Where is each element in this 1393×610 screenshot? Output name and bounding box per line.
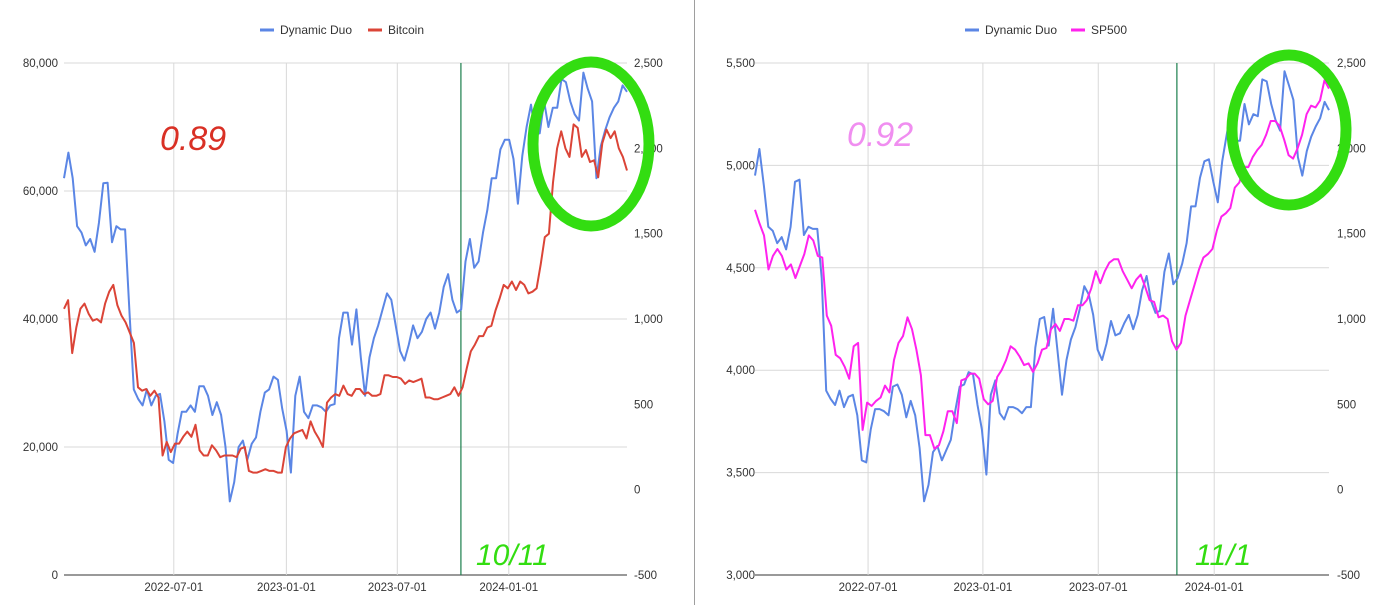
y-left-tick-label: 60,000 [23, 186, 58, 198]
y-right-tick-label: 1,000 [634, 314, 663, 326]
x-tick-label: 2022-07-01 [839, 582, 898, 594]
x-tick-label: 2023-01-01 [257, 582, 316, 594]
x-tick-label: 2023-07-01 [1069, 582, 1128, 594]
correlation-annotation: 0.89 [160, 120, 226, 158]
y-right-tick-label: 1,000 [1337, 314, 1366, 326]
y-right-tick-label: 0 [1337, 485, 1343, 497]
correlation-annotation: 0.92 [847, 116, 913, 154]
y-right-tick-label: 1,500 [634, 229, 663, 241]
y-right-tick-label: 0 [634, 485, 640, 497]
series-line-sp500 [754, 79, 1330, 450]
y-left-tick-label: 4,000 [726, 365, 755, 377]
y-right-tick-label: 2,500 [1337, 58, 1366, 70]
date-annotation: 10/11 [476, 539, 549, 572]
x-tick-label: 2022-07-01 [144, 582, 203, 594]
y-right-tick-label: -500 [634, 570, 657, 582]
y-left-tick-label: 40,000 [23, 314, 58, 326]
y-right-tick-label: 2,500 [634, 58, 663, 70]
legend-label: Dynamic Duo [985, 23, 1057, 37]
y-left-tick-label: 3,500 [726, 468, 755, 480]
y-right-tick-label: 1,500 [1337, 229, 1366, 241]
highlight-circle [527, 56, 655, 232]
y-left-tick-label: 5,500 [726, 58, 755, 70]
x-tick-label: 2024-01-01 [479, 582, 538, 594]
legend-label: Dynamic Duo [280, 23, 352, 37]
y-left-tick-label: 3,000 [726, 570, 755, 582]
y-left-tick-label: 20,000 [23, 442, 58, 454]
chart-dynamic-duo-vs-sp500: 5,5005,0004,5004,0003,5003,0002,5002,000… [726, 23, 1366, 594]
chart-panel-bitcoin: 80,000 60,000 40,000 20,000 0 2,500 2,000 1,500… [0, 0, 694, 605]
y-left-tick-label: 80,000 [23, 58, 58, 70]
highlight-circle [1226, 49, 1352, 211]
x-tick-label: 2023-07-01 [368, 582, 427, 594]
y-left-tick-label: 4,500 [726, 263, 755, 275]
y-right-tick-label: 500 [634, 399, 653, 411]
y-left-tick-label: 5,000 [726, 160, 755, 172]
x-tick-label: 2023-01-01 [953, 582, 1012, 594]
x-tick-label: 2024-01-01 [1185, 582, 1244, 594]
y-right-tick-label: -500 [1337, 570, 1360, 582]
series-line-bitcoin [63, 123, 628, 474]
panel-divider [694, 0, 695, 605]
date-annotation: 11/1 [1195, 539, 1251, 572]
y-left-tick-label: 0 [52, 570, 58, 582]
series-line-dynamic-duo [754, 70, 1330, 503]
series-line-dynamic-duo [63, 71, 628, 503]
chart-dynamic-duo-vs-bitcoin: 80,00060,00040,00020,00002,5002,0001,500… [23, 23, 663, 594]
legend-label: Bitcoin [388, 23, 424, 37]
y-right-tick-label: 500 [1337, 399, 1356, 411]
legend-label: SP500 [1091, 23, 1127, 37]
chart-panel-sp500: 5,500 5,000 4,500 4,000 3,500 3,000 2,500 2,000… [695, 0, 1393, 605]
